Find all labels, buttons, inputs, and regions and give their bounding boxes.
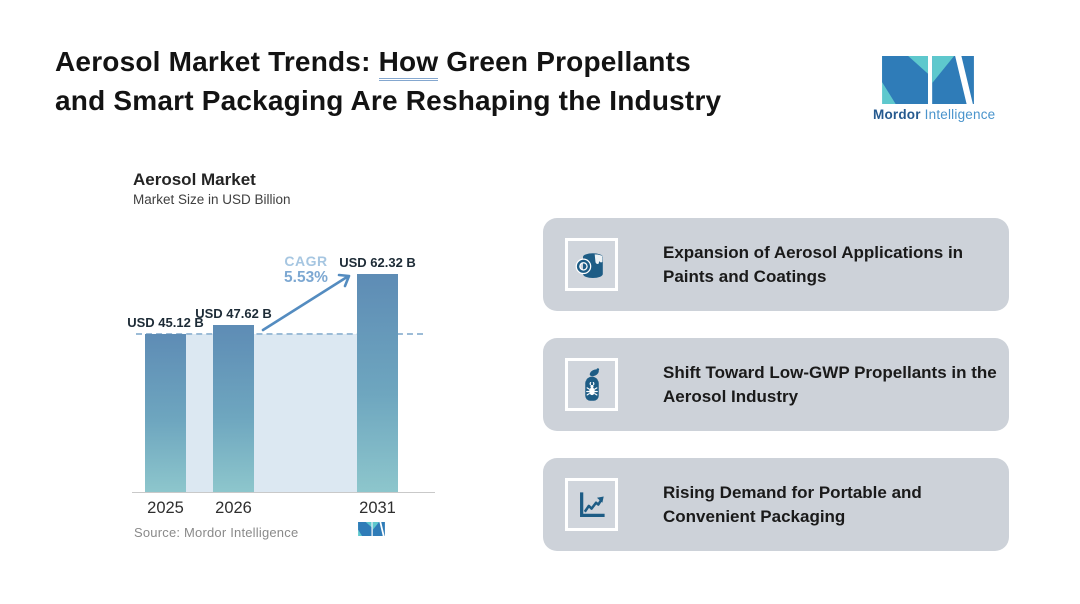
trend-chart-icon (579, 491, 605, 517)
reference-dashed-line (136, 333, 423, 336)
x-axis-line (132, 492, 435, 493)
underlined-word: How (378, 46, 439, 81)
mordor-logo-icon (882, 56, 974, 104)
icon-tile (565, 478, 618, 531)
title-line2: and Smart Packaging Are Reshaping the In… (55, 85, 722, 116)
aerosol-market-chart: Aerosol Market Market Size in USD Billio… (127, 165, 442, 565)
card-paints-coatings: Expansion of Aerosol Applications in Pai… (543, 218, 1009, 311)
card-title: Expansion of Aerosol Applications in Pai… (663, 242, 964, 286)
brand-bold: Mordor (873, 107, 921, 122)
trend-cards: Expansion of Aerosol Applications in Pai… (543, 218, 1009, 551)
bar-value-label: USD 47.62 B (195, 306, 272, 322)
page-title: Aerosol Market Trends: How Green Propell… (55, 42, 845, 120)
mordor-intelligence-logo: Mordor Intelligence (873, 56, 995, 122)
cagr-arrow-icon (261, 273, 351, 332)
title-line1: Aerosol Market Trends: How Green Propell… (55, 46, 691, 81)
bar-2026 (213, 325, 254, 492)
spray-can-icon (584, 367, 599, 401)
paint-bucket-icon (575, 252, 603, 278)
mordor-mini-logo-icon (358, 522, 385, 536)
x-axis-label: 2025 (147, 499, 184, 517)
bar-2025 (145, 334, 186, 492)
source-note: Source: Mordor Intelligence (134, 525, 299, 540)
brand-light: Intelligence (924, 107, 996, 122)
bar-value-label: USD 45.12 B (127, 315, 204, 331)
cagr-value: 5.53% (284, 269, 328, 286)
icon-tile (565, 358, 618, 411)
card-title: Shift Toward Low-GWP Propellants in the … (663, 362, 997, 406)
icon-tile (565, 238, 618, 291)
chart-subtitle: Market Size in USD Billion (133, 192, 291, 207)
card-title: Rising Demand for Portable and Convenien… (663, 482, 922, 526)
cagr-label: CAGR (284, 253, 328, 269)
card-low-gwp-propellants: Shift Toward Low-GWP Propellants in the … (543, 338, 1009, 431)
chart-title: Aerosol Market (133, 170, 256, 189)
card-portable-packaging: Rising Demand for Portable and Convenien… (543, 458, 1009, 551)
brand-text: Mordor Intelligence (873, 107, 995, 122)
x-axis-label: 2026 (215, 499, 252, 517)
plot-background-fill (145, 334, 398, 492)
x-axis-label: 2031 (359, 499, 396, 517)
bar-value-label: USD 62.32 B (339, 254, 416, 270)
bar-2031 (357, 273, 398, 492)
cagr-annotation: CAGR 5.53% (269, 253, 343, 287)
